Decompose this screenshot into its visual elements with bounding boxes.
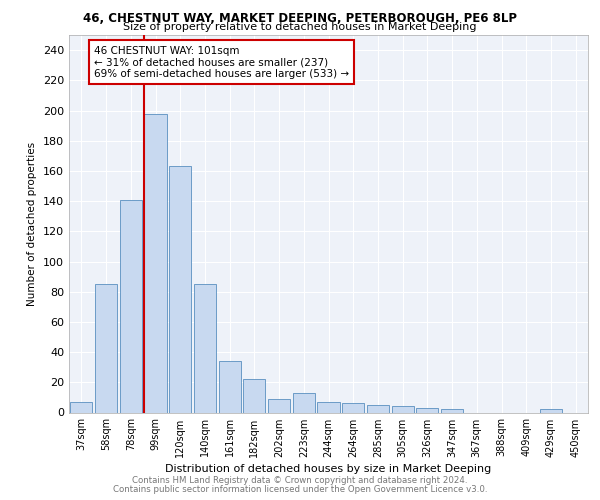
Bar bbox=[441, 410, 463, 412]
Bar bbox=[119, 200, 142, 412]
Bar bbox=[392, 406, 414, 412]
Text: Contains HM Land Registry data © Crown copyright and database right 2024.: Contains HM Land Registry data © Crown c… bbox=[132, 476, 468, 485]
Text: 46 CHESTNUT WAY: 101sqm
← 31% of detached houses are smaller (237)
69% of semi-d: 46 CHESTNUT WAY: 101sqm ← 31% of detache… bbox=[94, 46, 349, 79]
Bar bbox=[194, 284, 216, 412]
Bar bbox=[540, 410, 562, 412]
Text: Size of property relative to detached houses in Market Deeping: Size of property relative to detached ho… bbox=[123, 22, 477, 32]
Bar bbox=[293, 393, 315, 412]
Text: 46, CHESTNUT WAY, MARKET DEEPING, PETERBOROUGH, PE6 8LP: 46, CHESTNUT WAY, MARKET DEEPING, PETERB… bbox=[83, 12, 517, 26]
Bar bbox=[218, 361, 241, 412]
Bar bbox=[95, 284, 117, 412]
Bar bbox=[342, 404, 364, 412]
Text: Contains public sector information licensed under the Open Government Licence v3: Contains public sector information licen… bbox=[113, 485, 487, 494]
Bar bbox=[416, 408, 439, 412]
Bar bbox=[367, 405, 389, 412]
Bar bbox=[268, 399, 290, 412]
Bar bbox=[317, 402, 340, 412]
X-axis label: Distribution of detached houses by size in Market Deeping: Distribution of detached houses by size … bbox=[166, 464, 491, 473]
Bar bbox=[243, 380, 265, 412]
Bar bbox=[145, 114, 167, 412]
Y-axis label: Number of detached properties: Number of detached properties bbox=[28, 142, 37, 306]
Bar bbox=[169, 166, 191, 412]
Bar bbox=[70, 402, 92, 412]
